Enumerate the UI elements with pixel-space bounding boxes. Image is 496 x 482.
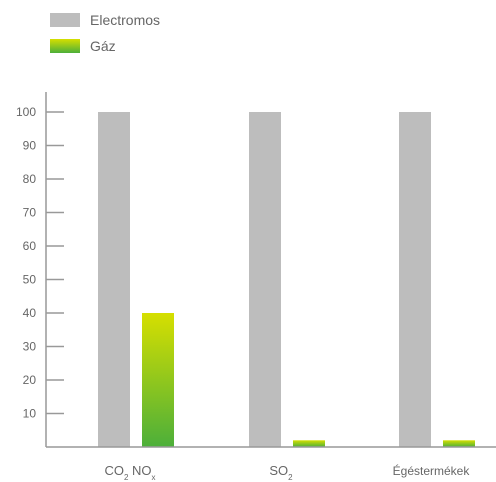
bar-electromos bbox=[98, 112, 130, 447]
y-tick-label: 80 bbox=[23, 172, 37, 186]
y-tick-label: 60 bbox=[23, 239, 37, 253]
y-tick-label: 100 bbox=[16, 105, 36, 119]
bar-gaz bbox=[443, 440, 475, 447]
bar-gaz bbox=[293, 440, 325, 447]
bar-electromos bbox=[249, 112, 281, 447]
y-tick-label: 70 bbox=[23, 206, 37, 220]
y-tick-label: 30 bbox=[23, 340, 37, 354]
x-category-label: CO2 NOx bbox=[104, 463, 155, 482]
bar-gaz bbox=[142, 313, 174, 447]
y-tick-label: 50 bbox=[23, 273, 37, 287]
y-tick-label: 10 bbox=[23, 407, 37, 421]
x-category-label: Égéstermékek bbox=[393, 463, 471, 478]
bar-electromos bbox=[399, 112, 431, 447]
y-tick-label: 20 bbox=[23, 373, 37, 387]
y-tick-label: 90 bbox=[23, 139, 37, 153]
x-category-label: SO2 bbox=[269, 463, 293, 482]
y-tick-label: 40 bbox=[23, 306, 37, 320]
